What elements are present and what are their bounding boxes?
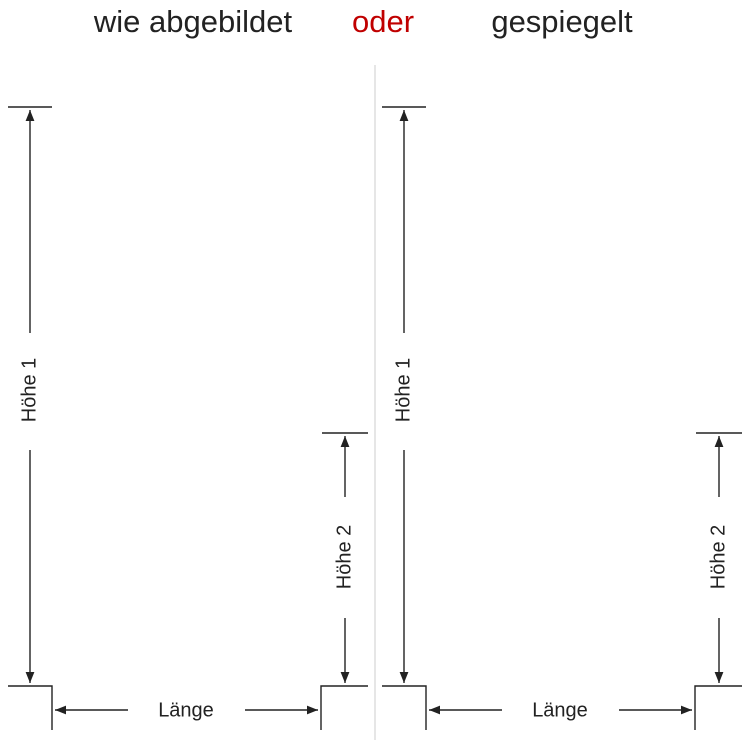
header-middle: oder	[352, 4, 414, 39]
header-left: wie abgebildet	[93, 4, 293, 39]
height1-label: Höhe 1	[18, 358, 40, 423]
header-right: gespiegelt	[491, 4, 633, 39]
height2-label: Höhe 2	[333, 525, 355, 590]
height1-label: Höhe 1	[392, 358, 414, 423]
panel-left: Höhe 1 Höhe 2 Länge	[8, 106, 368, 730]
length-label: Länge	[158, 699, 214, 721]
panel-right: Höhe 1 Höhe 2 Länge	[382, 106, 742, 730]
length-label: Länge	[532, 699, 588, 721]
height2-label: Höhe 2	[707, 525, 729, 590]
